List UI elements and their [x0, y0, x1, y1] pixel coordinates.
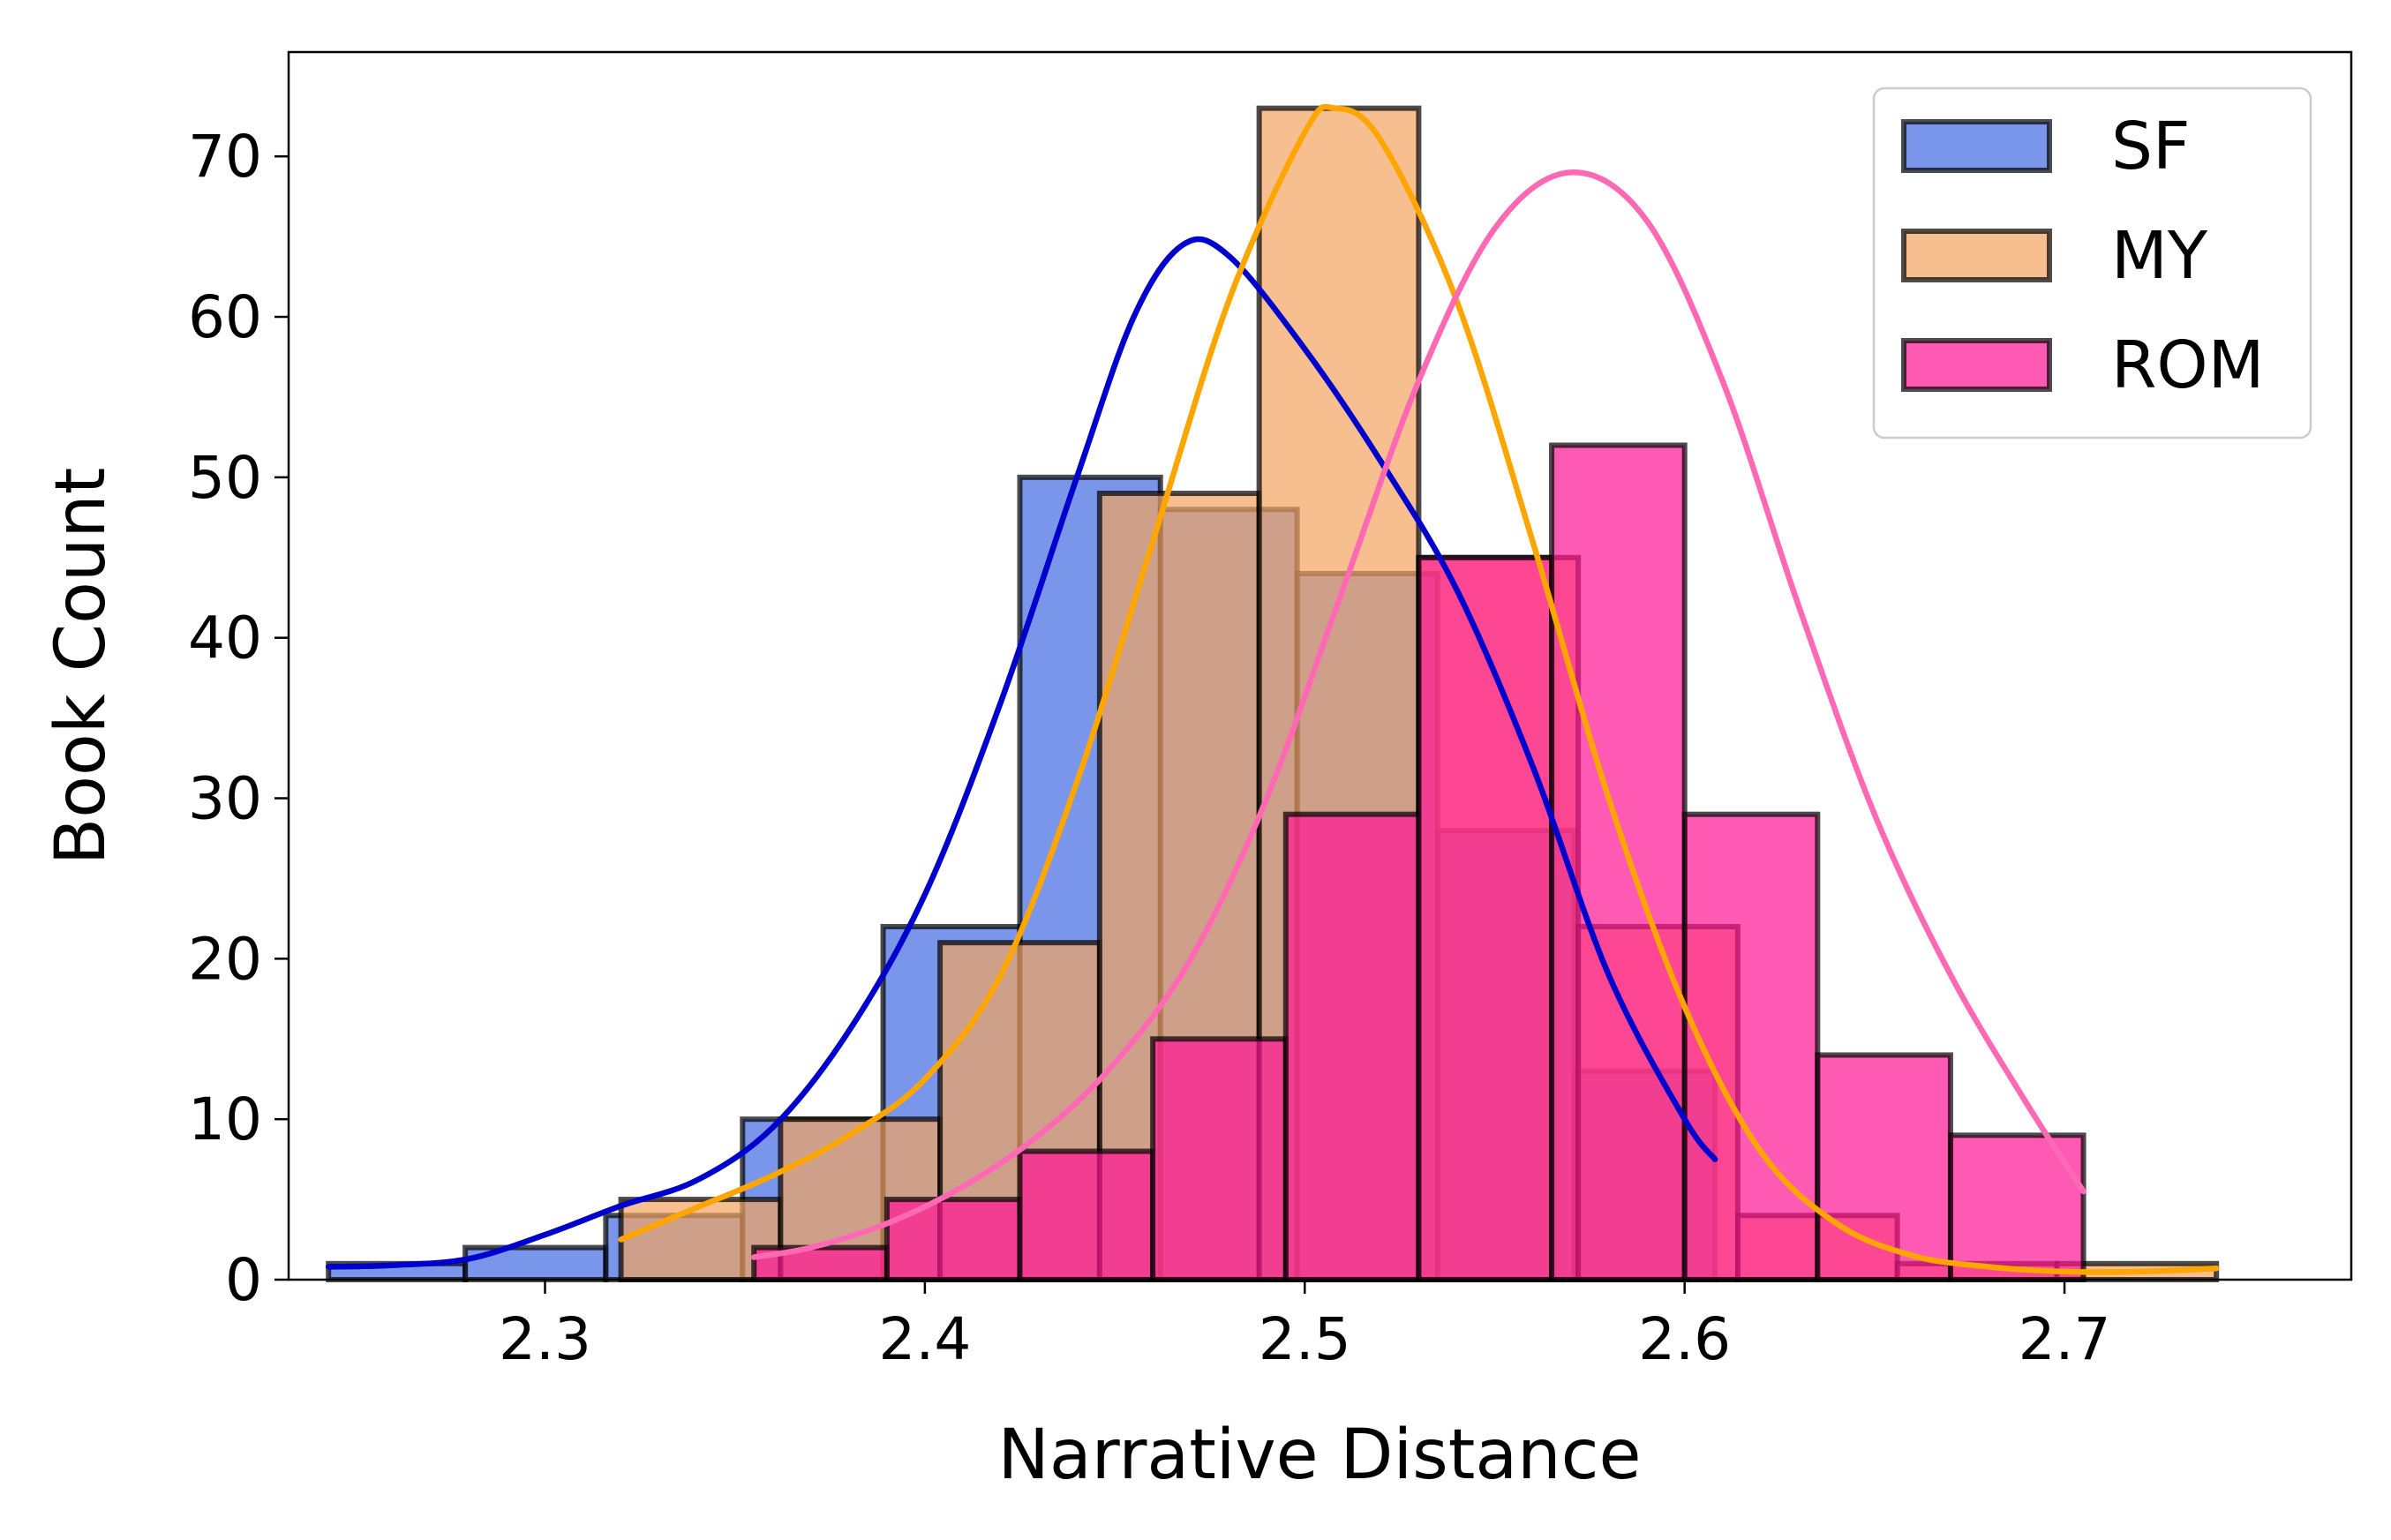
legend-swatch-my [1901, 229, 2052, 282]
legend: SF MY ROM [1872, 86, 2312, 439]
y-axis-label: Book Count [41, 468, 121, 866]
x-tick-label: 2.5 [1259, 1305, 1351, 1373]
bar-rom-4 [1282, 811, 1422, 1282]
legend-label-sf: SF [2111, 109, 2191, 184]
legend-item-rom: ROM [1901, 327, 2265, 403]
kde-layer [325, 103, 2220, 1275]
x-tick-label: 2.4 [878, 1305, 971, 1373]
legend-item-sf: SF [1901, 109, 2191, 184]
bar-rom-8 [1815, 1052, 1953, 1282]
x-tick-label: 2.3 [499, 1305, 591, 1373]
x-axis-ticks: 2.3 2.4 2.5 2.6 2.7 [499, 1280, 2111, 1373]
bar-rom-1 [883, 1197, 1023, 1282]
x-axis-label: Narrative Distance [998, 1416, 1642, 1495]
y-tick-label: 30 [188, 765, 262, 833]
y-tick-label: 10 [188, 1086, 262, 1153]
series-rom-bars [751, 442, 2086, 1283]
bar-rom-7 [1681, 811, 1821, 1282]
kde-line-sf [325, 236, 1718, 1270]
bars-layer [326, 105, 2220, 1283]
legend-swatch-sf [1901, 119, 2052, 173]
y-tick-label: 20 [188, 925, 262, 993]
bar-rom-6 [1549, 442, 1688, 1283]
bar-rom-2 [1017, 1148, 1156, 1283]
y-tick-label: 0 [225, 1246, 262, 1314]
kde-line-my [618, 103, 2220, 1275]
kde-line-rom [750, 169, 2086, 1260]
y-tick-label: 70 [188, 123, 262, 191]
bar-rom-3 [1150, 1036, 1289, 1282]
y-tick-label: 60 [188, 283, 262, 351]
bar-rom-5 [1416, 554, 1555, 1282]
y-axis-ticks: 0 10 20 30 40 50 60 70 [188, 123, 289, 1314]
x-tick-label: 2.6 [1638, 1305, 1731, 1373]
y-tick-label: 40 [188, 605, 262, 672]
legend-item-my: MY [1901, 218, 2208, 294]
legend-label-my: MY [2111, 218, 2208, 294]
plot-frame [287, 50, 2353, 1281]
legend-label-rom: ROM [2111, 327, 2265, 403]
legend-swatch-rom [1901, 338, 2052, 392]
y-tick-label: 50 [188, 444, 262, 512]
x-tick-label: 2.7 [2019, 1305, 2111, 1373]
